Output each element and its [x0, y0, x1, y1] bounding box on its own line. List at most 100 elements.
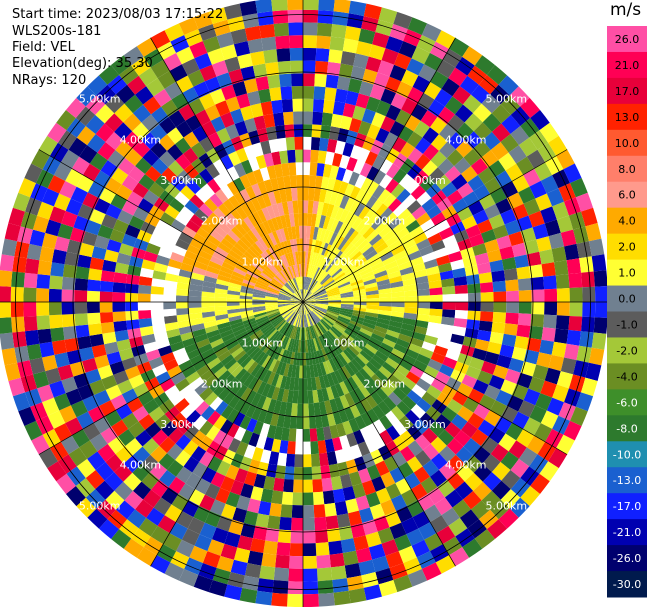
radar-cell [426, 204, 442, 219]
radar-cell [422, 127, 439, 144]
radar-cell [518, 447, 538, 467]
radar-cell [365, 151, 379, 167]
radar-cell [243, 144, 256, 160]
radar-cell [148, 384, 165, 399]
radar-cell [136, 229, 153, 243]
radar-cell [353, 535, 369, 551]
radar-cell [424, 365, 439, 379]
radar-cell [338, 283, 352, 291]
radar-cell [446, 471, 465, 490]
radar-cell [192, 266, 207, 276]
radar-cell [303, 292, 312, 302]
radar-cell [255, 281, 269, 289]
radar-cell [390, 280, 404, 289]
radar-cell [355, 547, 373, 564]
radar-cell [449, 547, 470, 567]
radar-cell [299, 327, 302, 341]
radar-cell [308, 313, 315, 326]
radar-cell [303, 187, 309, 201]
radar-cell [470, 428, 489, 446]
radar-cell [379, 207, 393, 222]
radar-cell [462, 538, 483, 558]
radar-cell [423, 81, 442, 100]
radar-cell [160, 352, 176, 365]
radar-cell [330, 565, 347, 581]
radar-cell [310, 377, 317, 391]
radar-cell [123, 538, 144, 558]
radar-cell [411, 539, 430, 558]
radar-cell [366, 408, 380, 424]
radar-cell [342, 103, 356, 118]
colorbar-swatch [607, 103, 647, 131]
radar-cell [250, 103, 264, 118]
radar-cell [293, 377, 300, 391]
radar-cell [114, 103, 133, 123]
radar-cell [359, 327, 373, 337]
radar-cell [255, 513, 270, 528]
radar-cell [303, 441, 311, 455]
radar-cell [141, 471, 160, 490]
radar-cell [393, 343, 408, 354]
radar-cell [316, 270, 326, 282]
radar-cell [171, 92, 189, 111]
radar-cell [303, 299, 316, 302]
radar-cell [303, 555, 317, 569]
colorbar-tick-label: -26.0 [613, 552, 641, 565]
radar-cell [225, 340, 240, 351]
radar-cell [371, 217, 384, 231]
radar-cell [266, 385, 276, 399]
radar-cell [152, 364, 168, 378]
radar-cell [279, 321, 289, 333]
radar-cell [89, 333, 105, 347]
radar-cell [429, 294, 443, 302]
radar-cell [366, 298, 380, 302]
radar-cell [204, 325, 219, 334]
radar-cell [255, 434, 267, 450]
radar-cell [439, 270, 454, 281]
radar-cell [395, 338, 410, 349]
radar-cell [199, 387, 214, 401]
radar-cell [339, 115, 353, 131]
radar-cell [349, 471, 362, 487]
radar-cell [102, 331, 117, 345]
radar-cell [316, 554, 331, 569]
radar-cell [355, 495, 370, 511]
radar-cell [301, 289, 303, 302]
radar-cell [166, 443, 184, 461]
radar-cell [316, 363, 323, 377]
radar-cell [334, 140, 346, 155]
radar-cell [251, 183, 263, 198]
radar-cell [420, 371, 436, 386]
radar-cell [461, 166, 478, 183]
radar-cell [175, 238, 190, 251]
radar-cell [208, 260, 222, 271]
radar-cell [504, 368, 521, 384]
radar-cell [406, 199, 422, 215]
radar-cell [4, 223, 21, 242]
radar-cell [430, 515, 449, 534]
radar-cell [143, 96, 162, 115]
radar-cell [407, 250, 422, 262]
radar-cell [555, 274, 570, 289]
radar-cell [551, 246, 567, 263]
radar-cell [243, 510, 259, 526]
radar-cell [339, 311, 353, 318]
radar-cell [132, 122, 150, 141]
radar-cell [573, 226, 589, 244]
radar-cell [95, 461, 115, 481]
radar-cell [272, 10, 289, 24]
radar-cell [355, 40, 373, 57]
radar-cell [462, 191, 480, 207]
radar-cell [334, 383, 345, 397]
radar-cell [307, 200, 314, 214]
radar-cell [0, 254, 15, 272]
radar-cell [499, 344, 515, 358]
radar-cell [51, 339, 67, 355]
radar-cell [313, 288, 326, 296]
radar-cell [91, 344, 107, 358]
radar-cell [239, 415, 252, 430]
radar-cell [219, 329, 234, 339]
ring-label: 2.00km [201, 215, 243, 228]
radar-cell [499, 246, 515, 260]
radar-cell [50, 262, 65, 277]
